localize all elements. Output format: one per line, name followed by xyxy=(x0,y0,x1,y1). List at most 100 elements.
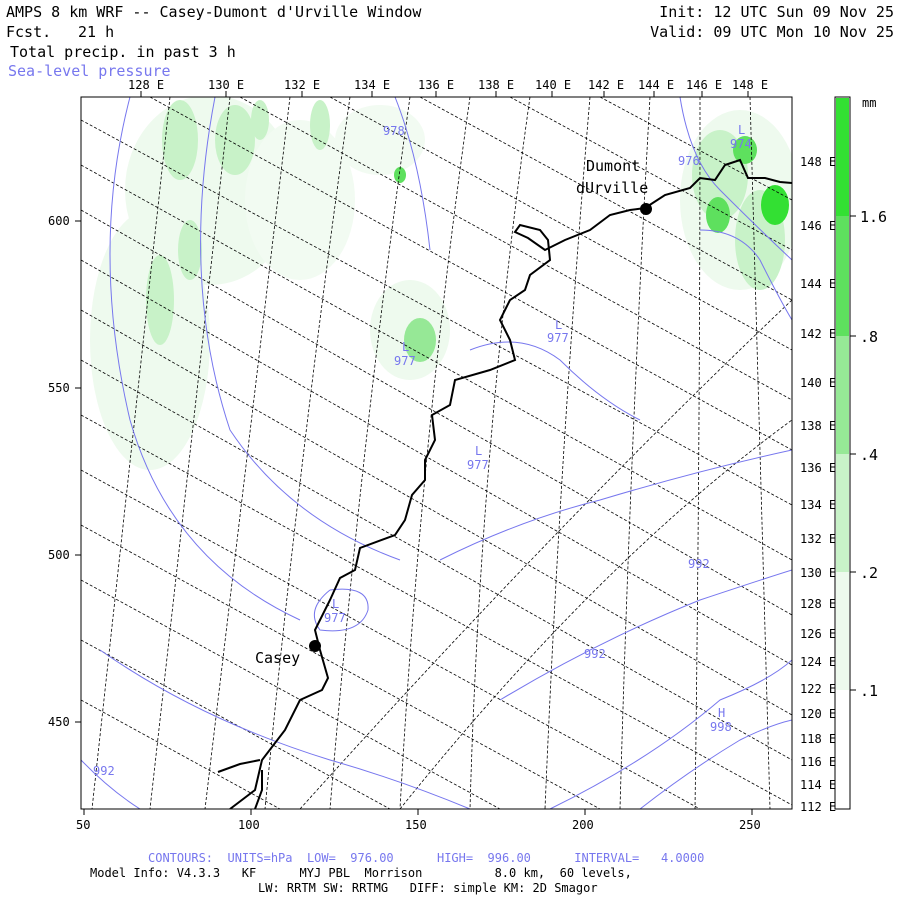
top-lon-label: 134 E xyxy=(354,78,391,92)
right-lon-label: 120 E xyxy=(800,707,837,721)
right-lon-label: 130 E xyxy=(800,566,837,580)
physics-info: LW: RRTM SW: RRTMG DIFF: simple KM: 2D S… xyxy=(258,881,598,895)
bottom-axis-label: 200 xyxy=(572,818,594,832)
grid-line xyxy=(81,579,501,809)
bottom-axis-label: 250 xyxy=(739,818,761,832)
isobar xyxy=(469,341,641,421)
grid-line xyxy=(329,97,411,809)
grid-line xyxy=(399,97,471,809)
left-ticks xyxy=(75,220,81,723)
grid-line xyxy=(399,419,792,809)
precip-field xyxy=(90,97,792,470)
top-lon-label: 140 E xyxy=(535,78,572,92)
low-value: 974 xyxy=(730,137,752,151)
grid-line xyxy=(694,97,701,809)
low-value: 977 xyxy=(467,458,489,472)
colorbar-level: .4 xyxy=(860,446,879,464)
forecast-label: Fcst. xyxy=(6,23,52,41)
low-value: 977 xyxy=(324,611,346,625)
precip-heavy-area xyxy=(404,318,436,362)
right-lon-label: 116 E xyxy=(800,755,837,769)
grid-line xyxy=(299,299,792,809)
isobar xyxy=(499,569,792,701)
grid-line xyxy=(81,469,701,809)
left-axis-label: 450 xyxy=(48,715,70,729)
precip-medium-area xyxy=(178,220,202,280)
top-lon-label: 136 E xyxy=(418,78,455,92)
right-lon-label: 136 E xyxy=(800,461,837,475)
colorbar-swatch-2 xyxy=(836,336,849,454)
right-lon-label: 122 E xyxy=(800,682,837,696)
grid-line xyxy=(81,699,281,809)
precip-medium-area xyxy=(215,105,255,175)
isobar-label: 976 xyxy=(678,154,700,168)
right-lon-label: 148 E xyxy=(800,155,837,169)
right-lon-label: 132 E xyxy=(800,532,837,546)
low-letter: L xyxy=(555,318,563,332)
colorbar-unit: mm xyxy=(862,96,877,110)
low-letter: L xyxy=(402,340,410,354)
forecast-hours: 21 h xyxy=(78,23,115,41)
isobar xyxy=(394,97,431,251)
station-marker-dumont[interactable] xyxy=(640,203,652,215)
colorbar-level: .8 xyxy=(860,328,879,346)
precip-light-area xyxy=(335,105,425,175)
grid-line xyxy=(81,639,391,809)
coastline xyxy=(217,158,792,809)
precip-heavy-area xyxy=(761,185,789,225)
low-letter: L xyxy=(332,597,340,611)
right-lon-label: 146 E xyxy=(800,219,837,233)
bottom-axis-label: 150 xyxy=(405,818,427,832)
coastline-path xyxy=(217,759,261,773)
grid-line xyxy=(81,359,792,761)
colorbar-swatch-3 xyxy=(836,216,849,336)
station-marker-casey[interactable] xyxy=(309,640,321,652)
model-info: Model Info: V4.3.3 KF MYJ PBL Morrison 8… xyxy=(90,866,632,880)
coastline-path xyxy=(229,158,792,809)
isobars xyxy=(81,97,792,809)
precip-heavy-area xyxy=(394,167,406,183)
high-letter: H xyxy=(718,706,726,720)
top-lon-label: 128 E xyxy=(128,78,165,92)
right-lon-label: 140 E xyxy=(800,376,837,390)
right-lon-label: 138 E xyxy=(800,419,837,433)
grid-line xyxy=(469,97,531,809)
grid-line xyxy=(81,414,792,806)
colorbar-level: .2 xyxy=(860,564,879,582)
grid-line xyxy=(419,97,792,301)
coastline-path xyxy=(254,770,263,809)
grid-line xyxy=(204,97,291,809)
right-lon-label: 128 E xyxy=(800,597,837,611)
isobar xyxy=(99,649,471,809)
field-name: Total precip. in past 3 h xyxy=(10,43,236,61)
grid-line xyxy=(544,97,591,809)
left-axis-label: 550 xyxy=(48,381,70,395)
low-value: 977 xyxy=(547,331,569,345)
station-label-dumont: Dumont xyxy=(586,157,641,175)
precip-light-area xyxy=(90,210,210,470)
isobar-label: 992 xyxy=(93,764,115,778)
grid-line xyxy=(149,97,231,809)
valid-time: Valid: 09 UTC Mon 10 Nov 25 xyxy=(650,23,894,41)
right-lon-label: 126 E xyxy=(800,627,837,641)
isobar xyxy=(639,719,792,809)
grid-line xyxy=(329,97,792,351)
isobar xyxy=(200,97,401,561)
low-value: 977 xyxy=(394,354,416,368)
precip-medium-area xyxy=(146,255,174,345)
precip-heavy-area xyxy=(706,197,730,233)
station-label-casey: Casey xyxy=(255,649,301,667)
contour-info: CONTOURS: UNITS=hPa LOW= 976.00 HIGH= 99… xyxy=(148,851,705,865)
top-lon-label: 138 E xyxy=(478,78,515,92)
right-lon-label: 112 E xyxy=(800,800,837,814)
high-value: 998 xyxy=(710,720,732,734)
bottom-axis-label: 50 xyxy=(76,818,91,832)
isobar xyxy=(81,759,141,809)
colorbar-level: .1 xyxy=(860,682,879,700)
precip-medium-area xyxy=(251,100,269,140)
right-lon-label: 144 E xyxy=(800,277,837,291)
right-lon-label: 134 E xyxy=(800,498,837,512)
grid-line xyxy=(599,97,792,201)
top-lon-label: 146 E xyxy=(686,78,723,92)
